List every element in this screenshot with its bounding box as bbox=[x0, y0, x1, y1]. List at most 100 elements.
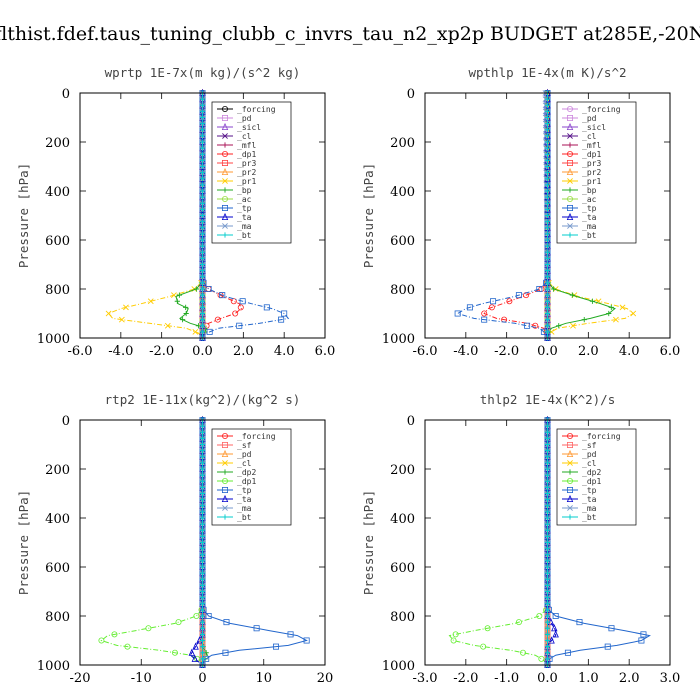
legend-label: _bt bbox=[237, 231, 252, 240]
data-point bbox=[604, 643, 611, 650]
legend-marker bbox=[221, 477, 228, 484]
legend-label: _ta bbox=[582, 213, 597, 222]
legend-label: _forcing bbox=[237, 432, 276, 441]
data-point bbox=[199, 441, 206, 448]
data-point bbox=[544, 188, 551, 194]
legend-marker bbox=[222, 223, 228, 229]
legend-marker bbox=[567, 432, 574, 439]
data-point bbox=[123, 304, 129, 311]
legend-label: _sf bbox=[237, 441, 252, 450]
legend-marker bbox=[221, 195, 228, 202]
data-point bbox=[199, 249, 206, 255]
data-point bbox=[193, 286, 199, 292]
data-point bbox=[570, 322, 576, 329]
x-tick-label: -6.0 bbox=[67, 344, 92, 359]
legend-marker bbox=[567, 514, 573, 520]
data-point bbox=[638, 637, 645, 644]
legend-label: _pd bbox=[582, 450, 597, 459]
legend-label: _ac bbox=[237, 195, 252, 204]
data-point bbox=[199, 503, 206, 509]
data-point bbox=[544, 503, 551, 509]
legend-marker bbox=[566, 122, 574, 131]
data-point bbox=[544, 212, 551, 219]
legend-marker bbox=[567, 115, 574, 122]
data-point bbox=[199, 460, 206, 466]
series-line bbox=[107, 93, 203, 339]
data-point bbox=[544, 613, 551, 619]
legend-marker bbox=[567, 505, 573, 511]
data-point bbox=[199, 200, 206, 206]
y-tick-label: 600 bbox=[45, 234, 70, 249]
legend-marker bbox=[567, 150, 574, 157]
series-line bbox=[202, 93, 290, 339]
data-point bbox=[544, 564, 551, 570]
data-point bbox=[544, 206, 551, 212]
data-point bbox=[452, 631, 459, 638]
data-point bbox=[544, 102, 551, 108]
data-point bbox=[544, 304, 551, 310]
plot-frame bbox=[79, 92, 326, 339]
data-point bbox=[544, 292, 551, 298]
x-tick-label: -10 bbox=[131, 671, 152, 686]
legend-label: _ta bbox=[237, 495, 252, 504]
legend-marker bbox=[566, 449, 574, 458]
data-point bbox=[239, 298, 246, 305]
data-point bbox=[544, 448, 551, 454]
data-point bbox=[199, 515, 206, 521]
data-point bbox=[199, 576, 206, 582]
y-tick-label: 0 bbox=[62, 87, 70, 102]
data-point bbox=[223, 619, 230, 626]
x-tick-label: 2.0 bbox=[233, 344, 254, 359]
series-pr1 bbox=[105, 90, 206, 341]
legend-label: _forcing bbox=[582, 105, 621, 114]
y-tick-label: 400 bbox=[390, 185, 415, 200]
data-point bbox=[544, 182, 551, 188]
data-point bbox=[199, 625, 206, 631]
x-tick-label: 10 bbox=[255, 671, 272, 686]
x-tick-label: 0.0 bbox=[537, 344, 558, 359]
series-tp bbox=[454, 90, 551, 341]
data-point bbox=[544, 570, 551, 576]
data-point bbox=[552, 630, 559, 638]
data-point bbox=[536, 285, 543, 292]
data-point bbox=[544, 157, 551, 163]
x-tick-label: 4.0 bbox=[619, 344, 640, 359]
data-point bbox=[544, 552, 551, 558]
data-point bbox=[532, 322, 539, 329]
data-point bbox=[544, 329, 551, 335]
data-point bbox=[199, 454, 206, 460]
data-point bbox=[544, 231, 551, 237]
data-point bbox=[619, 304, 626, 311]
data-point bbox=[544, 139, 551, 145]
data-point bbox=[199, 170, 206, 176]
data-point bbox=[287, 631, 294, 638]
legend-marker bbox=[566, 212, 574, 221]
data-point bbox=[147, 298, 154, 305]
data-point bbox=[544, 121, 551, 127]
x-tick-label: 0 bbox=[198, 671, 206, 686]
data-point bbox=[199, 323, 206, 329]
legend-marker bbox=[567, 441, 574, 448]
x-tick-label: 3.0 bbox=[660, 671, 681, 686]
data-point bbox=[199, 127, 206, 133]
legend-marker bbox=[221, 106, 228, 113]
data-point bbox=[199, 509, 206, 515]
legend-label: _forcing bbox=[237, 105, 276, 114]
data-point bbox=[544, 237, 551, 243]
y-tick-label: 200 bbox=[390, 136, 415, 151]
legend-label: _pr2 bbox=[237, 168, 256, 177]
data-point bbox=[199, 570, 206, 576]
y-axis-label: Pressure [hPa] bbox=[361, 163, 376, 268]
data-point bbox=[105, 310, 112, 317]
data-point bbox=[544, 484, 551, 490]
legend-marker bbox=[567, 195, 574, 202]
data-point bbox=[164, 322, 171, 329]
data-point bbox=[199, 261, 206, 268]
legend-marker bbox=[567, 232, 573, 238]
data-point bbox=[199, 121, 206, 127]
data-point bbox=[544, 637, 551, 644]
plot-frame bbox=[424, 419, 671, 666]
data-point bbox=[118, 316, 125, 323]
data-point bbox=[199, 607, 206, 613]
data-point bbox=[222, 649, 229, 656]
